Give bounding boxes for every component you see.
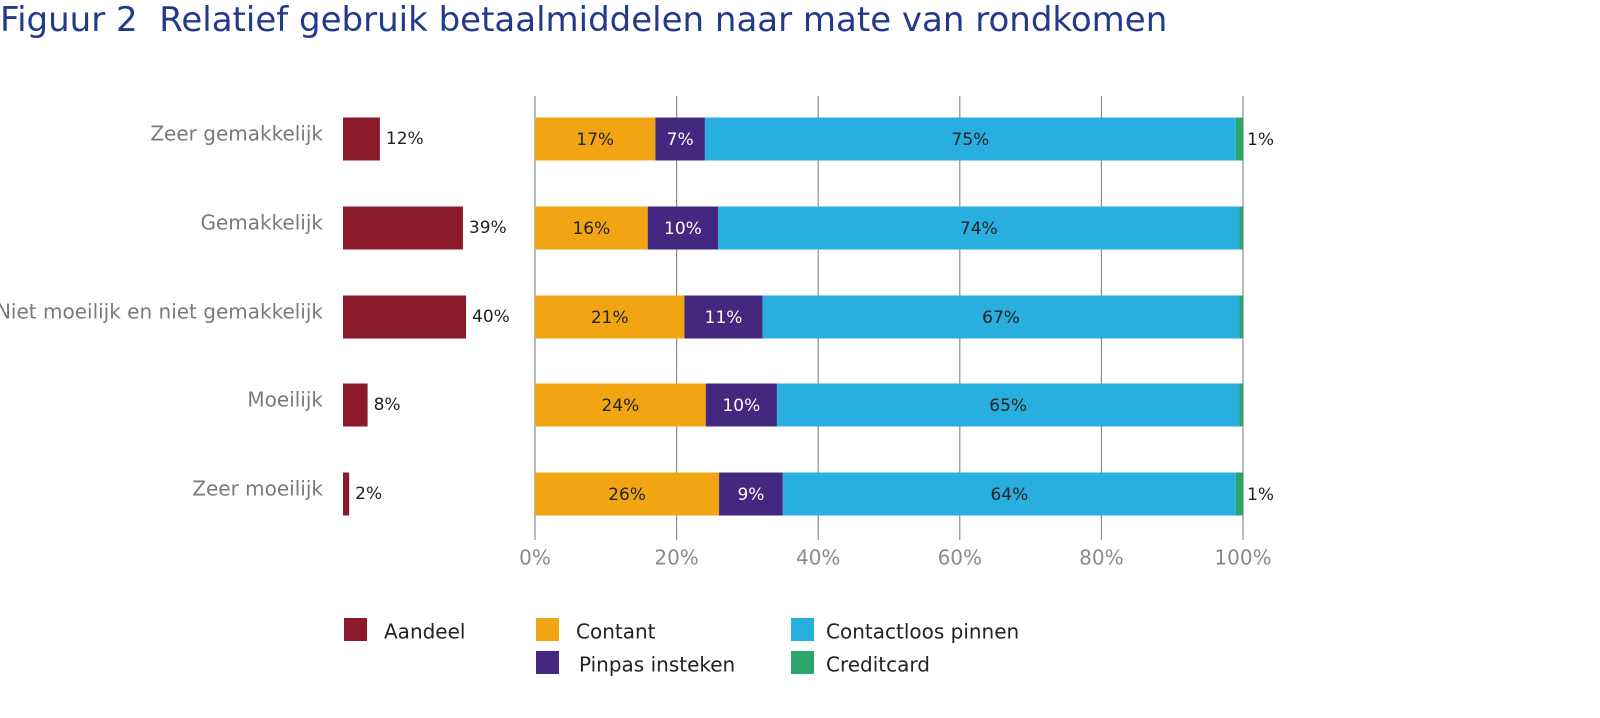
segment-value-label: 74% <box>960 219 998 239</box>
share-value-label: 39% <box>469 218 507 238</box>
segment-value-label: 21% <box>591 308 629 328</box>
x-tick-label: 20% <box>654 546 698 570</box>
stacked-bar-segment <box>718 206 1240 250</box>
legend-swatch <box>536 618 559 641</box>
x-tick-label: 0% <box>519 546 551 570</box>
share-value-label: 12% <box>386 129 424 149</box>
figure-title: Relatief gebruik betaalmiddelen naar mat… <box>159 0 1168 40</box>
stacked-bar-segment <box>776 383 1240 427</box>
share-value-label: 40% <box>472 307 510 327</box>
x-tick-label: 80% <box>1079 546 1123 570</box>
legend-label: Pinpas insteken <box>579 653 735 677</box>
stacked-bar-segment <box>705 383 777 427</box>
stacked-bar-segment <box>719 472 783 516</box>
stacked-bar-segment <box>535 295 685 339</box>
segment-value-label: 1% <box>1247 130 1274 150</box>
segment-value-label: 64% <box>990 485 1028 505</box>
share-bar <box>343 117 380 161</box>
stacked-bar-segment <box>1239 383 1243 427</box>
category-label: Zeer gemakkelijk <box>150 122 323 146</box>
figure-number: Figuur 2 <box>0 0 138 40</box>
stacked-bar-segment <box>655 117 705 161</box>
x-tick-label: 100% <box>1214 546 1271 570</box>
stacked-bar-segment <box>684 295 763 339</box>
legend-swatch <box>791 651 814 674</box>
segment-value-label: 1% <box>1247 485 1274 505</box>
category-label: Moeilijk <box>247 388 323 412</box>
legend-label: Creditcard <box>826 653 930 677</box>
share-bar <box>343 295 466 339</box>
legend-label: Contant <box>576 620 656 644</box>
stacked-bar-segment <box>647 206 719 250</box>
stacked-bar-segment <box>762 295 1240 339</box>
legend-label: Aandeel <box>384 620 465 644</box>
share-bar <box>343 383 368 427</box>
chart-title: Figuur 2 Relatief gebruik betaalmiddelen… <box>0 0 1167 40</box>
stacked-bar-segment <box>535 117 656 161</box>
stacked-bar-segment <box>535 206 648 250</box>
segment-value-label: 75% <box>952 130 990 150</box>
legend-swatch <box>791 618 814 641</box>
segment-value-label: 67% <box>982 308 1020 328</box>
legend-label: Contactloos pinnen <box>826 620 1019 644</box>
stacked-bar-segment <box>1235 117 1243 161</box>
segment-value-label: 16% <box>572 219 610 239</box>
segment-value-label: 26% <box>608 485 646 505</box>
stacked-bar-segment <box>535 472 720 516</box>
segment-value-label: 10% <box>722 396 760 416</box>
legend-swatch <box>344 618 367 641</box>
segment-value-label: 7% <box>667 130 694 150</box>
segment-value-label: 11% <box>705 308 743 328</box>
x-tick-label: 40% <box>796 546 840 570</box>
segment-value-label: 24% <box>601 396 639 416</box>
share-bar <box>343 206 463 250</box>
category-label: Niet moeilijk en niet gemakkelijk <box>0 300 323 324</box>
stacked-bar-segment <box>704 117 1236 161</box>
segment-value-label: 10% <box>664 219 702 239</box>
stacked-bar-segment <box>1239 206 1243 250</box>
legend-swatch <box>536 651 559 674</box>
stacked-bar-segment <box>1239 295 1243 339</box>
stacked-bar-segment <box>1235 472 1243 516</box>
stacked-bar-segment <box>535 383 706 427</box>
share-value-label: 2% <box>355 484 382 504</box>
category-label: Gemakkelijk <box>200 211 323 235</box>
segment-value-label: 9% <box>737 485 764 505</box>
share-value-label: 8% <box>374 395 401 415</box>
stacked-bar-segment <box>782 472 1236 516</box>
segment-value-label: 65% <box>989 396 1027 416</box>
share-bar <box>343 472 350 516</box>
segment-value-label: 17% <box>576 130 614 150</box>
category-label: Zeer moeilijk <box>192 477 323 501</box>
x-tick-label: 60% <box>938 546 982 570</box>
